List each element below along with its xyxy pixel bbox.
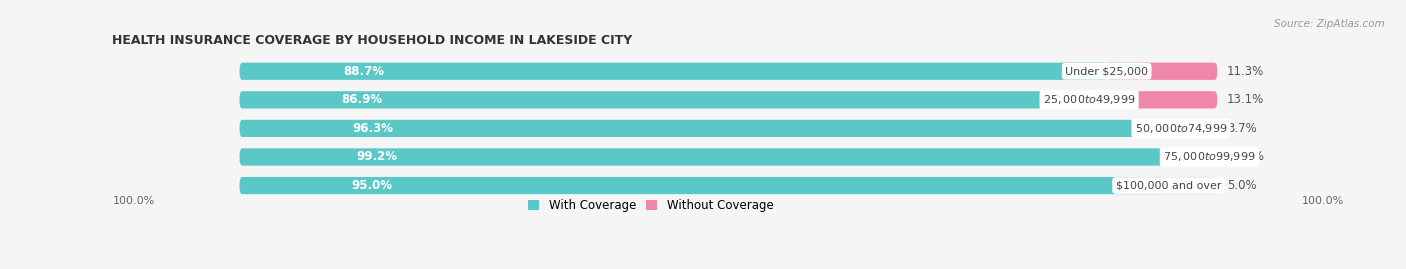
Text: 86.9%: 86.9%: [342, 93, 382, 106]
Text: Under $25,000: Under $25,000: [1066, 66, 1149, 76]
Text: HEALTH INSURANCE COVERAGE BY HOUSEHOLD INCOME IN LAKESIDE CITY: HEALTH INSURANCE COVERAGE BY HOUSEHOLD I…: [112, 34, 633, 47]
FancyBboxPatch shape: [1181, 120, 1218, 137]
Text: $25,000 to $49,999: $25,000 to $49,999: [1043, 93, 1136, 106]
FancyBboxPatch shape: [239, 177, 1218, 194]
FancyBboxPatch shape: [1090, 91, 1218, 108]
Text: 100.0%: 100.0%: [112, 196, 155, 206]
Text: 13.1%: 13.1%: [1227, 93, 1264, 106]
FancyBboxPatch shape: [1168, 177, 1218, 194]
FancyBboxPatch shape: [239, 120, 1181, 137]
Text: 11.3%: 11.3%: [1227, 65, 1264, 78]
Text: $50,000 to $74,999: $50,000 to $74,999: [1135, 122, 1227, 135]
Text: $100,000 and over: $100,000 and over: [1115, 180, 1220, 190]
Text: 5.0%: 5.0%: [1227, 179, 1257, 192]
FancyBboxPatch shape: [239, 148, 1218, 165]
Text: 0.83%: 0.83%: [1227, 150, 1264, 164]
FancyBboxPatch shape: [239, 63, 1107, 80]
FancyBboxPatch shape: [239, 148, 1209, 165]
Text: 3.7%: 3.7%: [1227, 122, 1257, 135]
FancyBboxPatch shape: [239, 91, 1090, 108]
Text: 95.0%: 95.0%: [352, 179, 392, 192]
Text: 96.3%: 96.3%: [353, 122, 394, 135]
FancyBboxPatch shape: [239, 177, 1168, 194]
Text: $75,000 to $99,999: $75,000 to $99,999: [1163, 150, 1256, 164]
Text: 100.0%: 100.0%: [1302, 196, 1344, 206]
Text: 88.7%: 88.7%: [343, 65, 385, 78]
FancyBboxPatch shape: [1107, 63, 1218, 80]
FancyBboxPatch shape: [1209, 148, 1218, 165]
Legend: With Coverage, Without Coverage: With Coverage, Without Coverage: [527, 199, 773, 212]
Text: Source: ZipAtlas.com: Source: ZipAtlas.com: [1274, 19, 1385, 29]
FancyBboxPatch shape: [239, 63, 1218, 80]
FancyBboxPatch shape: [239, 120, 1218, 137]
Text: 99.2%: 99.2%: [356, 150, 396, 164]
FancyBboxPatch shape: [239, 91, 1218, 108]
